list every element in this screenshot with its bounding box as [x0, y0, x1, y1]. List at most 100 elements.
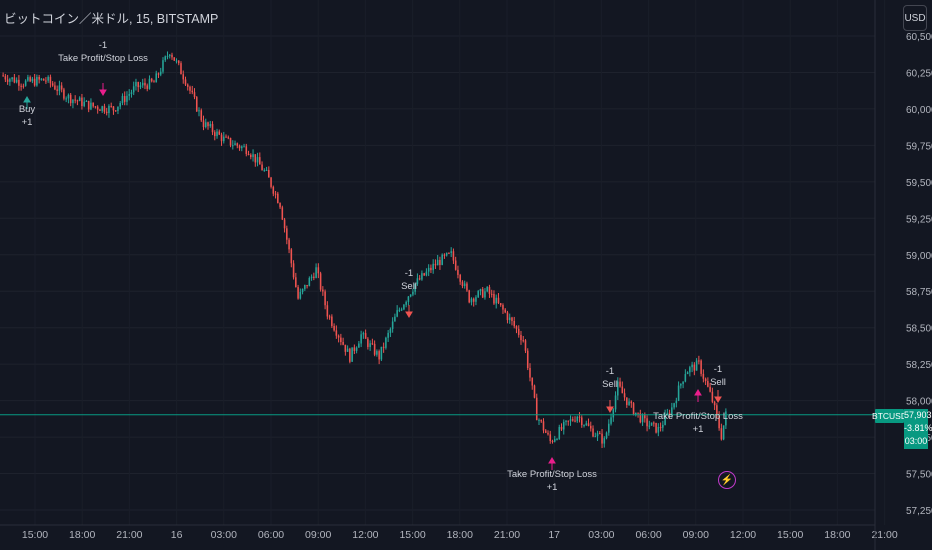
candle-body — [123, 96, 126, 102]
candle-body — [141, 82, 144, 86]
candle-body — [553, 439, 556, 442]
candle-body — [317, 267, 320, 274]
candle-body — [585, 423, 588, 426]
candle-body — [574, 420, 576, 422]
candle-body — [668, 412, 671, 416]
candle-body — [153, 81, 155, 83]
y-tick-label: 58,750 — [906, 287, 932, 298]
candle-body — [337, 335, 340, 338]
candle-body — [493, 294, 495, 304]
candle-body — [110, 105, 112, 107]
candle-body — [83, 101, 85, 107]
candle-body — [389, 328, 392, 333]
candle-body — [702, 373, 705, 379]
candle-body — [204, 122, 207, 127]
candle-body — [691, 364, 693, 368]
candle-body — [94, 106, 97, 108]
x-tick-label: 06:00 — [635, 529, 661, 541]
candle-body — [526, 350, 529, 368]
candle-body — [213, 132, 216, 137]
candle-body — [448, 252, 450, 254]
candle-body — [515, 326, 518, 329]
candle-body — [304, 284, 306, 289]
candle-body — [454, 260, 457, 270]
candle-body — [722, 425, 725, 440]
candle-body — [85, 100, 88, 102]
signal-label: Take Profit/Stop Loss — [58, 53, 148, 64]
candle-body — [412, 291, 414, 295]
candle-body — [238, 145, 241, 149]
candle-body — [78, 97, 81, 102]
y-tick-label: 59,250 — [906, 214, 932, 225]
candle-body — [461, 281, 464, 286]
candle-body — [360, 334, 362, 344]
candle-body — [87, 100, 90, 110]
candle-body — [290, 249, 293, 264]
candle-body — [202, 120, 205, 127]
candle-body — [137, 82, 140, 88]
y-tick-label: 59,500 — [906, 178, 932, 189]
candle-body — [191, 90, 194, 93]
candle-body — [533, 385, 536, 398]
candle-body — [40, 78, 43, 80]
candle-body — [373, 343, 376, 355]
candle-body — [587, 423, 590, 426]
candle-body — [671, 407, 673, 416]
candle-body — [698, 360, 700, 362]
candle-body — [520, 334, 522, 341]
candle-body — [47, 76, 49, 81]
candle-body — [15, 79, 18, 83]
candle-body — [700, 360, 702, 374]
candle-body — [114, 110, 117, 112]
x-tick-label: 15:00 — [399, 529, 425, 541]
candle-body — [157, 73, 160, 75]
candle-body — [195, 97, 198, 112]
y-tick-label: 59,000 — [906, 251, 932, 262]
candle-body — [265, 169, 268, 171]
candle-body — [421, 273, 423, 280]
x-tick-label: 09:00 — [683, 529, 709, 541]
candle-body — [182, 74, 185, 80]
candle-body — [231, 145, 234, 147]
candle-body — [245, 146, 248, 154]
candle-body — [466, 283, 468, 291]
candle-body — [477, 291, 479, 298]
candle-body — [484, 291, 486, 298]
candle-body — [623, 393, 626, 398]
candle-body — [628, 401, 630, 405]
candle-body — [398, 309, 401, 311]
x-tick-label: 12:00 — [352, 529, 378, 541]
candle-body — [644, 415, 646, 419]
candle-body — [247, 153, 250, 155]
candle-body — [58, 85, 61, 91]
signal-label: -1 — [99, 40, 107, 51]
candle-body — [659, 427, 662, 429]
candle-body — [378, 351, 380, 360]
candle-body — [394, 316, 396, 322]
candle-body — [596, 433, 599, 437]
candle-body — [601, 433, 603, 444]
candle-body — [506, 312, 509, 321]
candle-body — [270, 177, 272, 187]
candle-body — [707, 381, 709, 387]
candle-body — [576, 416, 579, 422]
lightning-icon[interactable]: ⚡ — [718, 471, 736, 489]
candle-body — [4, 76, 7, 80]
candle-body — [472, 298, 475, 302]
candle-body — [319, 273, 322, 290]
candle-body — [209, 124, 212, 127]
candle-body — [385, 337, 387, 348]
candle-body — [626, 397, 628, 405]
candle-body — [72, 99, 74, 104]
candle-body — [677, 385, 680, 401]
candle-body — [349, 348, 351, 362]
candle-body — [340, 337, 342, 343]
candle-body — [565, 420, 567, 422]
candle-body — [468, 290, 470, 303]
candle-body — [362, 333, 365, 335]
candle-body — [241, 146, 243, 149]
candle-body — [488, 286, 491, 294]
currency-button[interactable]: USD — [903, 5, 927, 31]
candle-body — [112, 106, 115, 111]
